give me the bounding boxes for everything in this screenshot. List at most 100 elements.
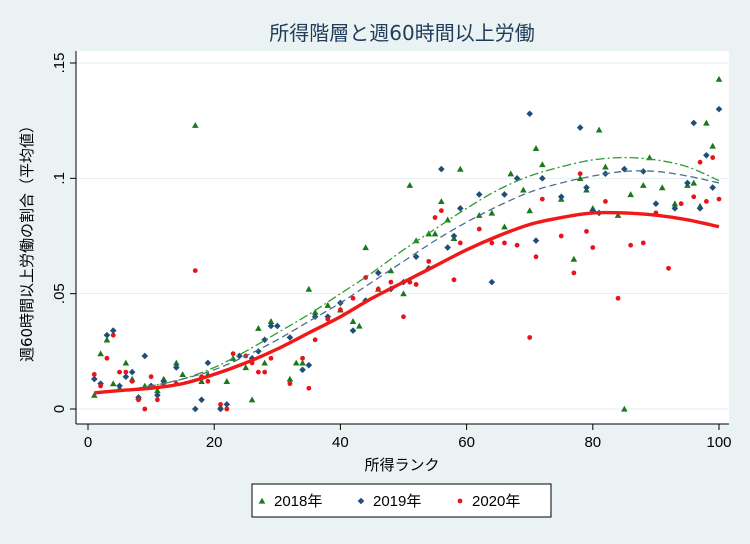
data-point-0-26 — [292, 359, 300, 366]
data-point-2-36 — [413, 282, 419, 287]
data-point-2-10 — [155, 397, 160, 403]
data-point-1-57 — [671, 205, 679, 212]
data-point-0-14 — [191, 121, 199, 128]
data-point-0-13 — [179, 371, 186, 378]
data-point-2-50 — [571, 270, 577, 276]
data-point-1-63 — [715, 105, 723, 113]
y-tick-label-0: 0 — [51, 405, 68, 413]
data-point-2-45 — [514, 242, 520, 248]
data-point-2-17 — [224, 406, 230, 412]
data-point-0-2 — [103, 336, 111, 343]
axes — [75, 51, 729, 425]
data-point-2-28 — [325, 316, 331, 322]
data-point-0-18 — [223, 378, 231, 384]
data-point-1-55 — [639, 168, 647, 175]
data-point-1-12 — [173, 364, 180, 371]
fit-line-2 — [94, 210, 720, 395]
x-tick-label-2: 40 — [332, 434, 349, 451]
data-point-2-5 — [123, 369, 129, 375]
legend-marker-1 — [357, 497, 365, 505]
data-point-1-5 — [122, 373, 130, 381]
data-point-1-32 — [374, 269, 382, 277]
data-point-2-53 — [590, 245, 596, 250]
data-point-2-22 — [262, 369, 268, 375]
data-point-2-13 — [192, 268, 198, 273]
data-point-1-58 — [684, 179, 691, 187]
data-point-0-5 — [122, 359, 130, 366]
data-point-0-59 — [595, 126, 603, 133]
data-point-0-64 — [639, 181, 647, 188]
data-point-2-27 — [312, 337, 318, 343]
data-point-2-18 — [230, 351, 236, 357]
data-point-0-71 — [703, 119, 710, 126]
data-point-2-2 — [104, 355, 110, 361]
data-point-0-48 — [501, 223, 508, 230]
legend-items: 2018年 2019年 2020年 — [258, 493, 520, 510]
data-point-2-52 — [584, 228, 589, 234]
data-point-0-20 — [242, 364, 250, 371]
legend-marker-2 — [457, 498, 463, 504]
data-point-0-72 — [709, 142, 716, 149]
plot-area — [76, 51, 729, 424]
ticks: 0 .05 .1 .15 0 20 40 60 80 100 — [51, 53, 732, 451]
x-axis-title: 所得ランク — [364, 456, 439, 474]
legend-label-1: 2019年 — [373, 493, 421, 510]
data-point-0-29 — [311, 308, 319, 315]
data-point-2-23 — [268, 355, 274, 361]
data-point-1-46 — [532, 237, 540, 244]
data-point-2-0 — [91, 372, 97, 377]
data-point-1-23 — [274, 322, 281, 330]
data-point-2-63 — [703, 199, 709, 204]
data-point-1-56 — [652, 200, 660, 208]
data-point-1-41 — [475, 191, 483, 198]
data-point-2-9 — [148, 374, 154, 380]
data-point-0-3 — [109, 380, 117, 387]
data-point-0-69 — [690, 179, 698, 186]
data-point-2-56 — [628, 242, 634, 248]
series-2-points — [91, 155, 722, 412]
data-point-2-6 — [129, 378, 135, 384]
data-point-2-59 — [666, 265, 671, 271]
data-point-2-1 — [98, 383, 104, 389]
fit-line-1 — [94, 170, 720, 394]
data-point-2-33 — [388, 279, 394, 285]
data-point-1-47 — [539, 175, 546, 182]
y-axis-title: 週60時間以上労働の割合（平均値） — [18, 118, 36, 362]
data-point-0-52 — [532, 145, 540, 151]
data-point-1-30 — [349, 327, 357, 334]
x-tick-label-3: 60 — [458, 434, 475, 451]
data-point-0-55 — [570, 255, 578, 262]
data-point-0-60 — [602, 163, 609, 170]
data-point-1-45 — [526, 110, 533, 118]
data-point-1-4 — [116, 382, 123, 390]
data-point-0-21 — [248, 396, 256, 403]
legend-label-2: 2020年 — [472, 493, 520, 510]
data-point-1-37 — [438, 165, 445, 173]
data-point-2-43 — [489, 240, 495, 246]
data-point-1-49 — [576, 124, 584, 131]
data-point-2-40 — [451, 277, 457, 283]
data-point-2-24 — [287, 381, 293, 387]
data-point-0-73 — [715, 75, 723, 82]
data-point-0-45 — [456, 165, 464, 172]
data-point-1-62 — [709, 184, 716, 191]
data-point-2-65 — [716, 196, 722, 202]
data-point-0-67 — [671, 200, 679, 207]
data-point-0-38 — [406, 181, 414, 188]
data-point-0-56 — [576, 175, 584, 181]
x-tick-label-1: 20 — [206, 434, 223, 451]
data-point-0-37 — [400, 290, 407, 297]
x-tick-label-4: 80 — [584, 434, 601, 451]
data-point-2-48 — [539, 196, 545, 202]
data-point-1-25 — [299, 366, 306, 374]
fit-lines — [94, 156, 720, 395]
data-point-2-51 — [577, 171, 583, 177]
data-point-2-61 — [691, 194, 697, 200]
data-point-1-21 — [261, 336, 268, 344]
data-point-1-26 — [305, 361, 313, 369]
data-point-0-12 — [173, 359, 180, 366]
data-point-0-33 — [356, 322, 363, 329]
data-point-1-10 — [154, 391, 161, 399]
data-point-1-42 — [488, 278, 496, 286]
